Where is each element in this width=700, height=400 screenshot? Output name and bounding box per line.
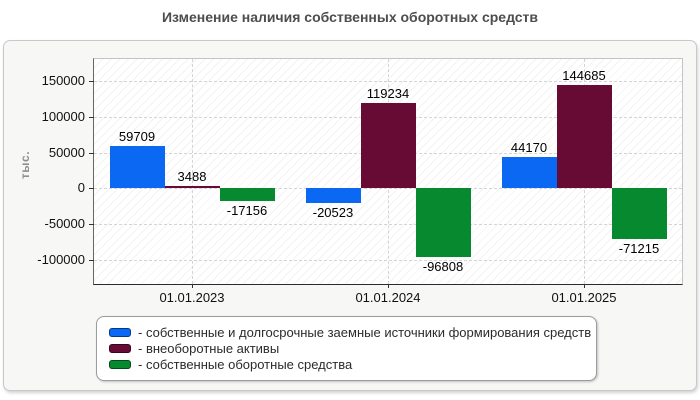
- y-tick-mark: [89, 81, 94, 83]
- bar: [501, 156, 557, 189]
- legend-swatch-icon: [109, 360, 131, 369]
- y-tick-label: -100000: [37, 251, 85, 267]
- legend-swatch-icon: [109, 328, 131, 337]
- bar: [109, 145, 165, 189]
- legend-item: - собственные и долгосрочные заемные ист…: [109, 325, 591, 340]
- y-tick-label: 150000: [41, 73, 85, 89]
- x-tick-mark: [388, 284, 389, 288]
- bar-value-label: 44170: [510, 139, 548, 155]
- chart-title: Изменение наличия собственных оборотных …: [161, 9, 539, 25]
- bar-value-label: -96808: [422, 259, 464, 275]
- x-tick-label: 01.01.2023: [159, 290, 225, 305]
- legend-label: - внеоборотные активы: [138, 341, 280, 356]
- chart-panel: тыс. 150000 100000 50000 0 -50000 -100000 01.0…: [3, 40, 697, 391]
- bar: [219, 188, 275, 201]
- bar-value-label: -71215: [618, 241, 660, 257]
- bar: [556, 84, 612, 189]
- v-gridline: [192, 59, 193, 284]
- x-tick-mark: [584, 284, 585, 288]
- y-tick-mark: [89, 152, 94, 154]
- bar: [360, 103, 416, 189]
- y-tick-label: 100000: [41, 108, 85, 124]
- bar: [305, 188, 361, 203]
- bar-value-label: 59709: [118, 128, 156, 144]
- y-tick-label: -50000: [44, 216, 85, 231]
- x-tick-label: 01.01.2025: [551, 290, 617, 305]
- bar-value-label: 3488: [177, 168, 207, 184]
- bar: [611, 188, 667, 240]
- bar-value-label: 144685: [562, 67, 606, 83]
- y-tick-label: 0: [77, 180, 85, 196]
- y-tick-mark: [89, 224, 94, 225]
- bar-value-label: 119234: [366, 86, 410, 102]
- y-tick-mark: [89, 259, 94, 261]
- y-tick-mark: [89, 116, 94, 118]
- bar-value-label: -20523: [312, 204, 354, 220]
- x-tick-label: 01.01.2024: [355, 290, 421, 305]
- legend-item: - внеоборотные активы: [109, 341, 584, 356]
- y-tick-mark: [89, 188, 94, 190]
- legend-swatch-icon: [109, 344, 131, 353]
- legend-label: - собственные и долгосрочные заемные ист…: [138, 325, 592, 340]
- bar-value-label: -17156: [226, 202, 268, 218]
- legend-item: - собственные оборотные средства: [109, 357, 584, 372]
- plot-area: 150000 100000 50000 0 -50000 -100000 01.01.202…: [37, 58, 683, 305]
- bar: [415, 188, 471, 258]
- x-tick-mark: [192, 284, 193, 288]
- bar: [164, 185, 220, 189]
- y-tick-label: 50000: [48, 144, 85, 160]
- legend: - собственные и долгосрочные заемные ист…: [96, 316, 597, 381]
- legend-label: - собственные оборотные средства: [138, 357, 353, 372]
